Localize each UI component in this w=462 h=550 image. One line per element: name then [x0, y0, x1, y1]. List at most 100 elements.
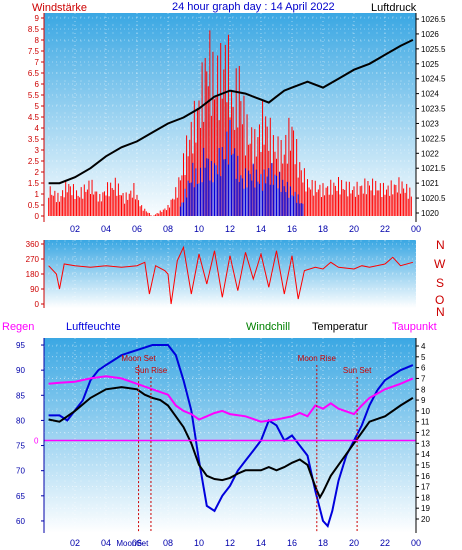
marker-label: Sun Set [343, 366, 372, 375]
compass-n-bottom: N [436, 305, 445, 319]
x-tick-label-top: 12 [225, 224, 235, 234]
temperature-tick-label: 5 [421, 353, 426, 362]
wind-axis-title: Windstärke [32, 2, 87, 14]
pressure-tick-label: 1026 [421, 30, 439, 39]
x-tick-label-bottom: 16 [287, 538, 297, 548]
wind-tick-label: 0 [35, 212, 40, 221]
humidity-tick-label: 65 [16, 492, 25, 501]
wind-direction-line [48, 245, 414, 305]
pressure-tick-label: 1022 [421, 149, 439, 158]
pressure-tick-label: 1024 [421, 90, 439, 99]
direction-tick-label: 0 [35, 300, 40, 309]
temperature-tick-label: 6 [421, 364, 426, 373]
pressure-tick-label: 1026.5 [421, 15, 446, 24]
temperature-tick-label: 12 [421, 429, 430, 438]
pressure-tick-label: 1024.5 [421, 75, 446, 84]
x-tick-label-top: 22 [380, 224, 390, 234]
wind-tick-label: 4 [35, 124, 40, 133]
x-tick-label-top: 00 [411, 224, 421, 234]
pressure-tick-label: 1022.5 [421, 134, 446, 143]
wind-tick-label: 0.5 [28, 201, 40, 210]
direction-tick-label: 270 [26, 255, 40, 264]
pressure-tick-label: 1021 [421, 179, 439, 188]
dewpoint-label: Taupunkt [392, 321, 437, 333]
wind-tick-label: 3.5 [28, 135, 40, 144]
x-tick-label-bottom: 14 [256, 538, 266, 548]
wind-tick-label: 1.5 [28, 179, 40, 188]
marker-label: Moon Rise [298, 354, 337, 363]
direction-tick-label: 180 [26, 270, 40, 279]
pressure-axis-title: Luftdruck [371, 2, 417, 14]
temperature-tick-label: 8 [421, 385, 426, 394]
wind-tick-label: 7 [35, 58, 40, 67]
x-tick-label-top: 16 [287, 224, 297, 234]
dewpoint-line [48, 375, 414, 423]
x-tick-label-bottom: 08 [163, 538, 173, 548]
pressure-tick-label: 1023.5 [421, 105, 446, 114]
marker-label: Moon Set [121, 354, 156, 363]
temperature-line [48, 386, 414, 500]
compass-s: S [436, 276, 444, 290]
temperature-tick-label: 17 [421, 483, 430, 492]
x-tick-label-top: 20 [349, 224, 359, 234]
pressure-tick-label: 1020 [421, 209, 439, 218]
x-tick-label-top: 06 [132, 224, 142, 234]
wind-tick-label: 5.5 [28, 91, 40, 100]
humidity-tick-label: 90 [16, 366, 25, 375]
direction-tick-label: 360 [26, 240, 40, 249]
x-tick-label-bottom: 20 [349, 538, 359, 548]
wind-tick-label: 6.5 [28, 69, 40, 78]
rain-label: Regen [2, 321, 34, 333]
wind-tick-label: 5 [35, 102, 40, 111]
panel3-series: Sun Rise Moon Set Moon Rise Sun Set [44, 344, 416, 533]
temperature-tick-label: 11 [421, 418, 430, 427]
wind-tick-label: 2.5 [28, 157, 40, 166]
compass-o: O [435, 293, 444, 307]
wind-tick-label: 7.5 [28, 47, 40, 56]
x-tick-label-top: 08 [163, 224, 173, 234]
pressure-tick-label: 1025 [421, 60, 439, 69]
x-tick-label-bottom: 06 [132, 538, 142, 548]
x-tick-label-top: 10 [194, 224, 204, 234]
humidity-tick-label: 80 [16, 416, 25, 425]
temperature-tick-label: 13 [421, 439, 430, 448]
axis-labels: 0202040406060808101012121414161618182020… [16, 14, 446, 548]
x-tick-label-top: 04 [101, 224, 111, 234]
temperature-tick-label: 10 [421, 407, 430, 416]
temperature-tick-label: 4 [421, 342, 426, 351]
temperature-tick-label: 9 [421, 396, 426, 405]
humidity-tick-label: 85 [16, 391, 25, 400]
panel2-series [48, 245, 414, 305]
humidity-label: Luftfeuchte [66, 321, 120, 333]
temperature-tick-label: 19 [421, 504, 430, 513]
compass-n-top: N [436, 238, 445, 252]
humidity-tick-label: 95 [16, 341, 25, 350]
pressure-tick-label: 1025.5 [421, 45, 446, 54]
wind-tick-label: 9 [35, 14, 40, 23]
x-tick-label-top: 18 [318, 224, 328, 234]
pressure-tick-label: 1020.5 [421, 194, 446, 203]
temperature-label: Temperatur [312, 321, 368, 333]
pressure-line [48, 38, 414, 185]
wind-tick-label: 8 [35, 36, 40, 45]
wind-tick-label: 8.5 [28, 25, 40, 34]
temperature-tick-label: 15 [421, 461, 430, 470]
compass-w: W [434, 257, 446, 271]
wind-tick-label: 1 [35, 190, 40, 199]
windchill-label: Windchill [246, 321, 290, 333]
x-tick-label-bottom: 00 [411, 538, 421, 548]
temperature-tick-label: 16 [421, 472, 430, 481]
marker-label: Sun Rise [135, 366, 168, 375]
x-tick-label-top: 14 [256, 224, 266, 234]
humidity-tick-label: 70 [16, 467, 25, 476]
moonset-axis-label: MoonSet [116, 539, 149, 548]
pressure-tick-label: 1023 [421, 119, 439, 128]
wind-tick-label: 2 [35, 168, 40, 177]
wind-tick-label: 3 [35, 146, 40, 155]
chart-title: 24 hour graph day : 14 April 2022 [172, 1, 335, 13]
x-tick-label-bottom: 22 [380, 538, 390, 548]
rain-zero-label: 0 [34, 437, 39, 446]
x-tick-label-bottom: 02 [70, 538, 80, 548]
